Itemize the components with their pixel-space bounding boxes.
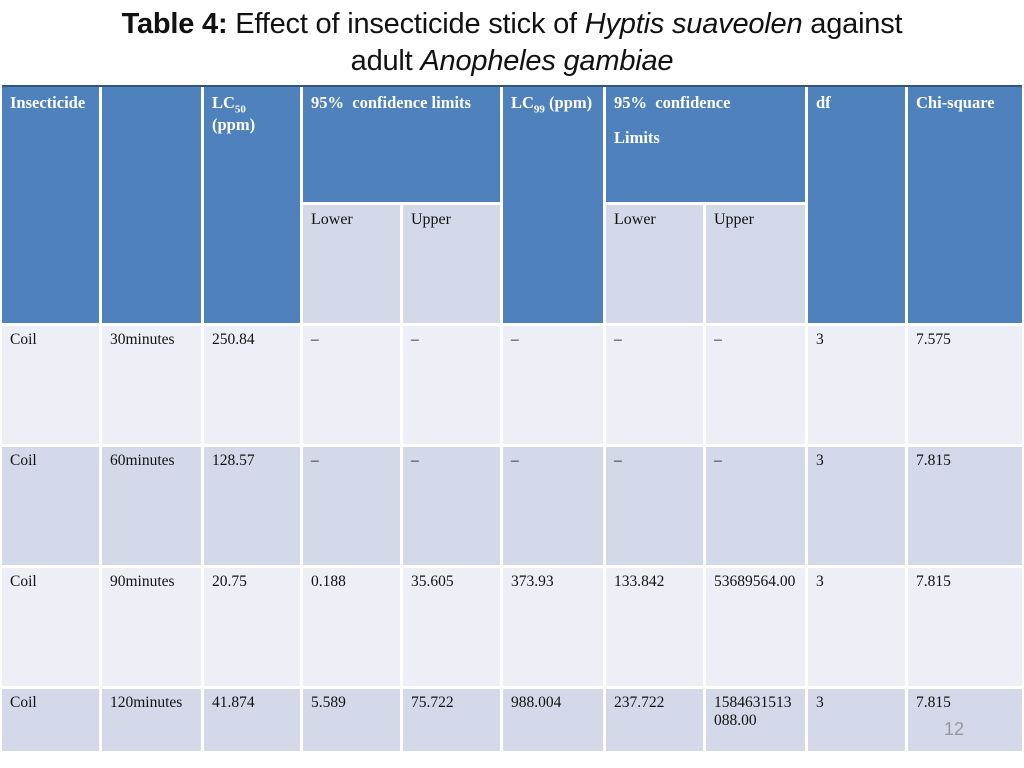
table-cell-lc50: 41.874 [204,689,300,751]
table-cell-lc50: 250.84 [204,326,300,444]
table-cell-lc99: 373.93 [503,568,603,686]
results-table: Insecticide LC50 (ppm) 95% confidence li… [2,85,1022,751]
slide-title: Table 4: Effect of insecticide stick of … [0,0,1024,85]
title-species-1: Hyptis suaveolen [584,7,803,40]
table-cell-time: 60minutes [102,447,201,565]
subheader-upper-lc99: Upper [706,205,805,323]
table-cell-lc50: 128.57 [204,447,300,565]
table-cell-insecticide: Coil [2,568,99,686]
subheader-lower-lc99: Lower [606,205,703,323]
header-cell-exposure-time [102,87,201,323]
table-cell-insecticide: Coil [2,326,99,444]
table-cell-lower2: – [606,447,703,565]
lc50-subscript: 50 [234,103,246,116]
conf95-line1: 95% confidence [614,93,731,112]
table-cell-time: 90minutes [102,568,201,686]
title-adult: adult [350,44,421,77]
lc50-unit: (ppm) [212,93,256,135]
table-cell-lc99: 988.004 [503,689,603,751]
table-cell-upper2: 1584631513088.00 [706,689,805,751]
title-line-1: Table 4: Effect of insecticide stick of … [122,6,903,43]
subheader-upper-lc50: Upper [403,205,500,323]
table-cell-upper2: – [706,447,805,565]
title-species-2: Anopheles gambiae [420,44,674,77]
table-cell-df: 3 [808,689,905,751]
table-cell-time: 30minutes [102,326,201,444]
table-cell-lc50: 20.75 [204,568,300,686]
table-cell-lc99: – [503,447,603,565]
lc50-prefix: LC [212,93,235,112]
header-cell-chi-square: Chi-square [908,87,1022,323]
title-line-2: adult Anopheles gambiae [351,43,674,80]
lc99-unit: (ppm) [544,93,593,112]
table-cell-lc99: – [503,326,603,444]
subheader-lower-lc50: Lower [303,205,400,323]
table-cell-insecticide: Coil [2,447,99,565]
title-tail: against [802,7,903,40]
table-cell-upper1: 75.722 [403,689,500,751]
table-cell-df: 3 [808,447,905,565]
header-cell-insecticide: Insecticide [2,87,99,323]
table-cell-lower2: 133.842 [606,568,703,686]
table-cell-time: 120minutes [102,689,201,751]
lc99-prefix: LC [511,93,534,112]
table-cell-insecticide: Coil [2,689,99,751]
header-cell-lc99: LC99 (ppm) [503,87,603,323]
table-cell-upper1: – [403,326,500,444]
table-cell-df: 3 [808,568,905,686]
lc99-subscript: 99 [533,103,545,116]
table-cell-lower1: 0.188 [303,568,400,686]
header-cell-confidence-limits-lc50: 95% confidence limits [303,87,500,202]
page-number: 12 [943,719,964,739]
table-cell-upper2: 53689564.00 [706,568,805,686]
header-cell-confidence-limits-lc99: 95% confidence Limits [606,87,805,202]
table-cell-lower2: 237.722 [606,689,703,751]
table-cell-lower1: – [303,326,400,444]
table-cell-lower1: – [303,447,400,565]
table-cell-lower2: – [606,326,703,444]
table-cell-chi-square: 7.815 [908,689,1022,751]
header-cell-df: df [808,87,905,323]
header-cell-lc50: LC50 (ppm) [204,87,300,323]
table-cell-chi-square: 7.815 [908,447,1022,565]
table-cell-chi-square: 7.815 [908,568,1022,686]
title-text: Effect of insecticide stick of [227,7,585,40]
table-cell-upper1: – [403,447,500,565]
table-cell-df: 3 [808,326,905,444]
table-cell-chi-square: 7.575 [908,326,1022,444]
conf95-line2: Limits [614,128,660,147]
title-table-label: Table 4: [121,7,228,40]
table-cell-upper1: 35.605 [403,568,500,686]
table-cell-upper2: – [706,326,805,444]
table-cell-lower1: 5.589 [303,689,400,751]
